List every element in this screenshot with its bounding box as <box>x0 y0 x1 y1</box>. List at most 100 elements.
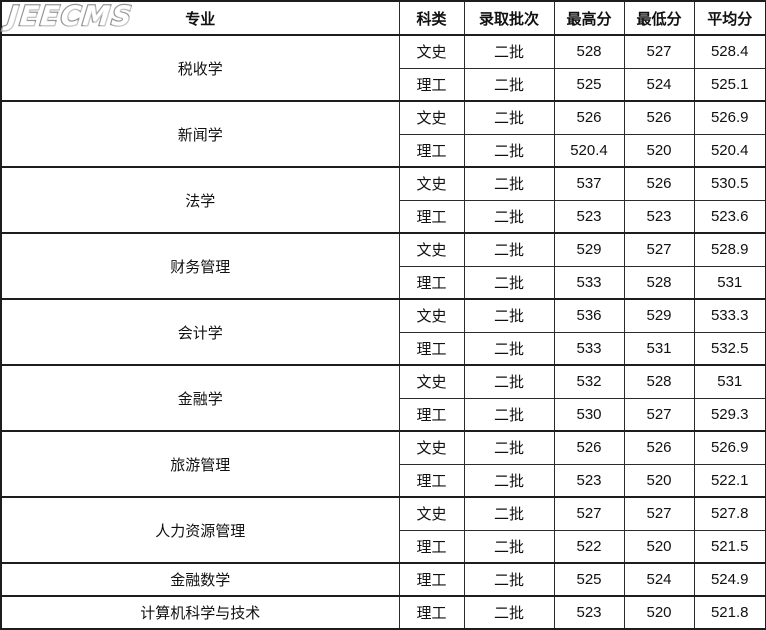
score-cell: 526.9 <box>693 430 766 465</box>
table-row: 理工 二批 533 531 532.5 <box>1 331 766 366</box>
score-cell: 529 <box>553 232 625 267</box>
table-body: 税收学 文史 二批 528 527 528.4 理工 二批 525 524 525.1 新闻学 文史 二批… <box>0 34 766 630</box>
score-cell: 526 <box>553 100 625 135</box>
category-cell: 理工 <box>398 529 465 564</box>
category-cell: 文史 <box>398 364 465 399</box>
major-cell: 人力资源管理 <box>0 496 400 564</box>
major-cell: 法学 <box>0 166 400 234</box>
category-cell: 二批 <box>463 232 555 267</box>
category-cell: 二批 <box>463 496 555 531</box>
score-cell: 527 <box>623 232 695 267</box>
score-cell: 525 <box>553 67 625 102</box>
column-header: 录取批次 <box>463 0 555 36</box>
category-cell: 文史 <box>398 430 465 465</box>
table-row: 新闻学 文史 二批 526 526 526.9 <box>0 100 766 168</box>
score-cell: 520 <box>623 133 695 168</box>
score-cell: 528.9 <box>693 232 766 267</box>
score-cell: 529.3 <box>693 397 766 432</box>
score-cell: 526 <box>623 430 695 465</box>
score-cell: 531 <box>693 364 766 399</box>
score-cell: 527 <box>623 397 695 432</box>
major-cell: 税收学 <box>0 34 400 102</box>
category-cell: 二批 <box>463 298 555 333</box>
score-cell: 526 <box>553 430 625 465</box>
column-header: 平均分 <box>693 0 766 36</box>
table-row: 理工 二批 523 520 522.1 <box>1 463 766 498</box>
score-cell: 524 <box>623 67 695 102</box>
category-cell: 二批 <box>463 562 555 597</box>
category-cell: 二批 <box>463 463 555 498</box>
score-cell: 521.5 <box>693 529 766 564</box>
table-row: 旅游管理 文史 二批 526 526 526.9 <box>0 430 766 498</box>
table-row: 计算机科学与技术 理工 二批 523 520 521.8 <box>0 595 766 630</box>
category-cell: 二批 <box>463 397 555 432</box>
table-row: 金融数学 理工 二批 525 524 524.9 <box>0 562 766 597</box>
score-cell: 525.1 <box>693 67 766 102</box>
score-cell: 524.9 <box>693 562 766 597</box>
score-cell: 524 <box>623 562 695 597</box>
column-header: 专业 <box>0 0 400 36</box>
category-cell: 二批 <box>463 529 555 564</box>
table-row: 财务管理 文史 二批 529 527 528.9 <box>0 232 766 300</box>
category-cell: 理工 <box>398 595 465 630</box>
column-header: 最高分 <box>553 0 625 36</box>
score-cell: 523 <box>553 463 625 498</box>
category-cell: 理工 <box>398 463 465 498</box>
score-cell: 528 <box>623 265 695 300</box>
score-cell: 526 <box>623 100 695 135</box>
table-row: 法学 文史 二批 537 526 530.5 <box>0 166 766 234</box>
score-cell: 532.5 <box>693 331 766 366</box>
score-cell: 520 <box>623 529 695 564</box>
score-cell: 527 <box>623 34 695 69</box>
category-cell: 理工 <box>398 331 465 366</box>
score-cell: 523 <box>553 595 625 630</box>
score-cell: 520 <box>623 463 695 498</box>
category-cell: 二批 <box>463 34 555 69</box>
score-cell: 527 <box>553 496 625 531</box>
category-cell: 二批 <box>463 133 555 168</box>
score-cell: 522 <box>553 529 625 564</box>
table-row: 税收学 文史 二批 528 527 528.4 <box>0 34 766 102</box>
category-cell: 理工 <box>398 199 465 234</box>
score-cell: 526 <box>623 166 695 201</box>
header-row: 专业 科类 录取批次 最高分 最低分 平均分 <box>0 0 766 36</box>
score-cell: 533 <box>553 265 625 300</box>
score-cell: 527 <box>623 496 695 531</box>
column-header: 最低分 <box>623 0 695 36</box>
score-cell: 536 <box>553 298 625 333</box>
major-cell: 财务管理 <box>0 232 400 300</box>
score-cell: 528.4 <box>693 34 766 69</box>
table-row: 金融学 文史 二批 532 528 531 <box>0 364 766 432</box>
category-cell: 文史 <box>398 100 465 135</box>
score-cell: 525 <box>553 562 625 597</box>
score-cell: 523.6 <box>693 199 766 234</box>
major-cell: 金融学 <box>0 364 400 432</box>
category-cell: 理工 <box>398 67 465 102</box>
category-cell: 文史 <box>398 166 465 201</box>
table-row: 理工 二批 533 528 531 <box>1 265 766 300</box>
category-cell: 二批 <box>463 364 555 399</box>
category-cell: 文史 <box>398 232 465 267</box>
category-cell: 理工 <box>398 133 465 168</box>
column-header: 科类 <box>398 0 465 36</box>
score-cell: 521.8 <box>693 595 766 630</box>
table-row: 理工 二批 523 523 523.6 <box>1 199 766 234</box>
category-cell: 理工 <box>398 562 465 597</box>
score-cell: 531 <box>693 265 766 300</box>
score-cell: 532 <box>553 364 625 399</box>
score-cell: 537 <box>553 166 625 201</box>
score-cell: 523 <box>623 199 695 234</box>
score-cell: 527.8 <box>693 496 766 531</box>
score-cell: 531 <box>623 331 695 366</box>
score-cell: 523 <box>553 199 625 234</box>
score-cell: 522.1 <box>693 463 766 498</box>
category-cell: 二批 <box>463 430 555 465</box>
score-cell: 520.4 <box>553 133 625 168</box>
category-cell: 二批 <box>463 265 555 300</box>
major-cell: 计算机科学与技术 <box>0 595 400 630</box>
category-cell: 理工 <box>398 265 465 300</box>
score-cell: 528 <box>553 34 625 69</box>
score-cell: 530.5 <box>693 166 766 201</box>
